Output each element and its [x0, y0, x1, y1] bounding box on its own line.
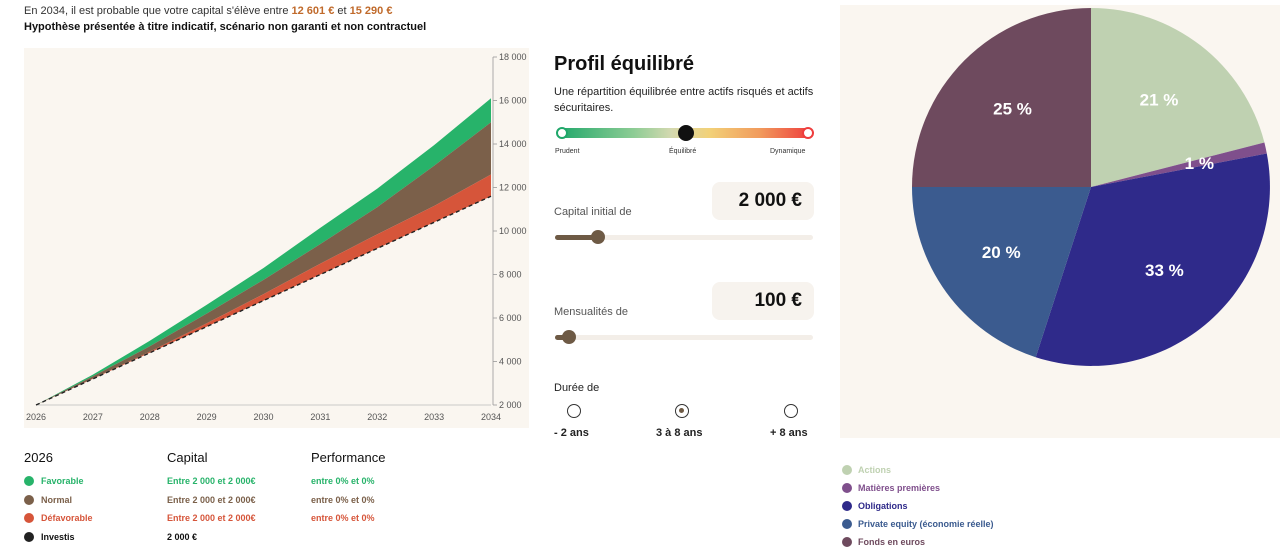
y-tick-label: 6 000 — [499, 313, 522, 323]
scenario-dot — [24, 494, 34, 505]
scenario-performance: entre 0% et 0% — [311, 494, 375, 505]
scenario-name: Défavorable — [41, 513, 93, 523]
monthly-slider-handle[interactable] — [562, 330, 577, 344]
year-header: 2026 — [24, 450, 53, 465]
pie-slice[interactable] — [912, 187, 1091, 358]
duration-radio-short[interactable] — [567, 404, 581, 418]
risk-label-prudent: Prudent — [555, 148, 580, 155]
x-tick-label: 2033 — [424, 412, 444, 422]
x-tick-label: 2029 — [197, 412, 217, 422]
capital-slider-handle[interactable] — [590, 230, 605, 244]
pie-slice[interactable] — [1091, 142, 1267, 188]
scenario-capital: Entre 2 000 et 2 000€ — [167, 513, 256, 523]
performance-header: Performance — [311, 450, 386, 465]
duration-radio-medium[interactable] — [675, 404, 689, 418]
x-tick-label: 2031 — [310, 412, 330, 422]
capital-slider[interactable] — [555, 230, 813, 244]
x-tick-label: 2028 — [140, 412, 160, 422]
legend-label: Matières premières — [858, 483, 941, 493]
scenario-capital: Entre 2 000 et 2 000€ — [167, 494, 256, 505]
pie-value-label: 21 % — [1140, 90, 1179, 109]
x-tick-label: 2034 — [481, 412, 501, 422]
capital-header: Capital — [167, 450, 208, 465]
pie-value-label: 25 % — [993, 100, 1032, 119]
scenario-capital: 2 000 € — [167, 531, 198, 542]
risk-profile-slider[interactable] — [556, 125, 814, 141]
x-tick-label: 2026 — [26, 412, 46, 422]
scenario-dot — [24, 513, 34, 523]
projection-summary: En 2034, il est probable que votre capit… — [24, 5, 392, 17]
pie-slice[interactable] — [1091, 7, 1265, 187]
duration-label-short: - 2 ans — [554, 427, 589, 439]
legend-dot — [842, 519, 852, 529]
scenario-name: Favorable — [41, 476, 84, 486]
disclaimer: Hypothèse présentée à titre indicatif, s… — [24, 21, 427, 33]
y-tick-label: 4 000 — [499, 357, 522, 367]
pie-value-label: 33 % — [1145, 261, 1184, 280]
legend-label: Fonds en euros — [858, 537, 926, 547]
duration-label-medium: 3 à 8 ans — [656, 427, 703, 439]
y-tick-label: 8 000 — [499, 270, 522, 280]
legend-dot — [842, 501, 852, 511]
scenario-dot — [24, 476, 34, 486]
monthly-slider[interactable] — [555, 330, 813, 344]
x-tick-label: 2030 — [253, 412, 273, 422]
capital-label: Capital initial de — [554, 206, 632, 218]
monthly-input[interactable]: 100 € — [712, 282, 814, 320]
scenario-performance: entre 0% et 0% — [311, 513, 375, 523]
pie-value-label: 20 % — [982, 243, 1021, 262]
high-amount: 15 290 € — [349, 5, 393, 17]
allocation-panel: 21 % 1 % 33 % 20 % 25 % — [840, 5, 1280, 438]
legend-label: Actions — [858, 465, 892, 475]
summary-connector: et — [337, 5, 347, 17]
scenario-dot — [24, 531, 34, 542]
capital-slider-fill — [555, 235, 594, 240]
x-tick-label: 2032 — [367, 412, 387, 422]
low-amount: 12 601 € — [291, 5, 335, 17]
scenario-name: Normal — [41, 494, 73, 505]
chart-background — [24, 48, 529, 428]
y-tick-label: 2 000 — [499, 400, 522, 410]
pie-slice[interactable] — [912, 8, 1091, 187]
risk-label-equilibre: Équilibré — [669, 148, 697, 155]
profile-description: Une répartition équilibrée entre actifs … — [554, 86, 814, 114]
allocation-pie-chart: 21 % 1 % 33 % 20 % 25 % — [912, 7, 1270, 366]
scenario-name: Investis — [41, 531, 75, 542]
table-row: Défavorable Entre 2 000 et 2 000€ entre 0%… — [24, 511, 524, 527]
scenario-capital: Entre 2 000 et 2 000€ — [167, 476, 256, 486]
y-tick-label: 18 000 — [499, 52, 527, 62]
y-tick-label: 10 000 — [499, 226, 527, 236]
risk-handle[interactable] — [678, 125, 694, 141]
duration-radio-long[interactable] — [784, 404, 798, 418]
legend-dot — [842, 483, 852, 493]
legend-dot — [842, 465, 852, 475]
x-tick-label: 2027 — [83, 412, 103, 422]
table-row: Investis 2 000 € — [24, 530, 524, 546]
summary-prefix: En 2034, il est probable que votre capit… — [24, 5, 289, 17]
table-row: Favorable Entre 2 000 et 2 000€ entre 0% e… — [24, 474, 524, 490]
legend-dot — [842, 537, 852, 547]
y-tick-label: 16 000 — [499, 96, 527, 106]
monthly-slider-fill — [555, 335, 566, 340]
risk-stop-prudent[interactable] — [556, 127, 568, 139]
y-tick-label: 12 000 — [499, 183, 527, 193]
scenario-performance: entre 0% et 0% — [311, 476, 375, 486]
legend-label: Private equity (économie réelle) — [858, 519, 994, 529]
pie-slice[interactable] — [1035, 153, 1270, 366]
monthly-label: Mensualités de — [554, 306, 628, 318]
table-row: Normal Entre 2 000 et 2 000€ entre 0% et 0… — [24, 493, 524, 509]
y-tick-label: 14 000 — [499, 139, 527, 149]
risk-stop-dynamique[interactable] — [802, 127, 814, 139]
profile-title: Profil équilibré — [554, 53, 695, 75]
legend-label: Obligations — [858, 501, 908, 511]
projection-chart: 2 000 4 000 6 000 8 000 10 000 12 000 14 000 16… — [24, 48, 529, 428]
capital-input[interactable]: 2 000 € — [712, 182, 814, 220]
pie-value-label: 1 % — [1185, 154, 1214, 173]
risk-label-dynamique: Dynamique — [770, 148, 806, 155]
duration-label-long: + 8 ans — [770, 427, 808, 439]
duration-label: Durée de — [554, 382, 600, 394]
